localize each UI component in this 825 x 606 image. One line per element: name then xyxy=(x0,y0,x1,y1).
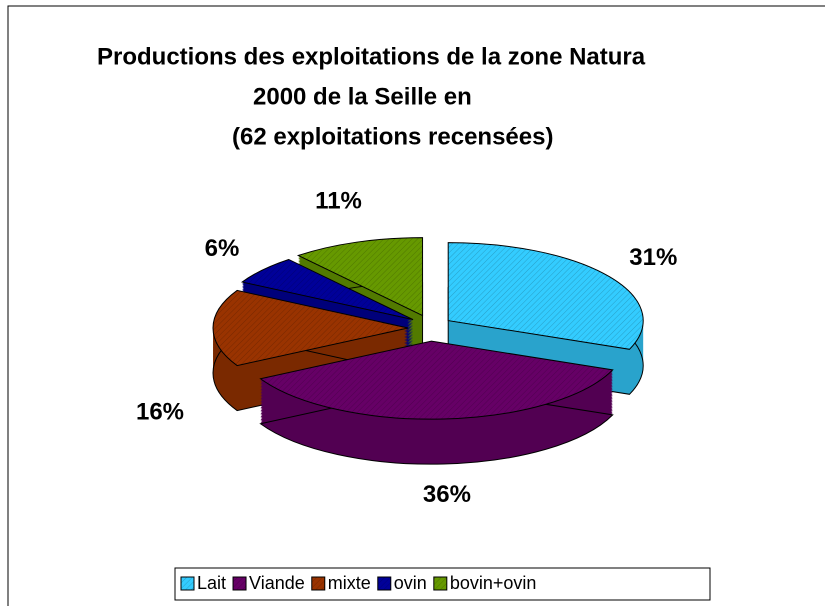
data-label: 11% xyxy=(315,188,362,215)
data-label: 6% xyxy=(205,235,240,262)
legend-label: Viande xyxy=(249,573,305,593)
legend-label: mixte xyxy=(328,573,371,593)
legend-swatch-hatch xyxy=(233,577,246,590)
legend-swatch-hatch xyxy=(434,577,447,590)
legend-swatch-hatch xyxy=(378,577,391,590)
chart-title: Productions des exploitations de la zone… xyxy=(97,43,646,70)
legend-swatch-hatch xyxy=(181,577,194,590)
data-label: 16% xyxy=(136,398,184,425)
data-label: 36% xyxy=(423,481,471,508)
legend-label: Lait xyxy=(197,573,226,593)
chart-title: (62 exploitations recensées) xyxy=(232,123,553,150)
legend-label: ovin xyxy=(394,573,427,593)
chart-title: 2000 de la Seille en xyxy=(253,83,472,110)
legend-label: bovin+ovin xyxy=(450,573,537,593)
legend-swatch-hatch xyxy=(312,577,325,590)
page: {"chart_data": {"type": "pie", "title": … xyxy=(0,0,825,606)
chart: Productions des exploitations de la zone… xyxy=(0,0,825,606)
data-label: 31% xyxy=(629,244,677,271)
